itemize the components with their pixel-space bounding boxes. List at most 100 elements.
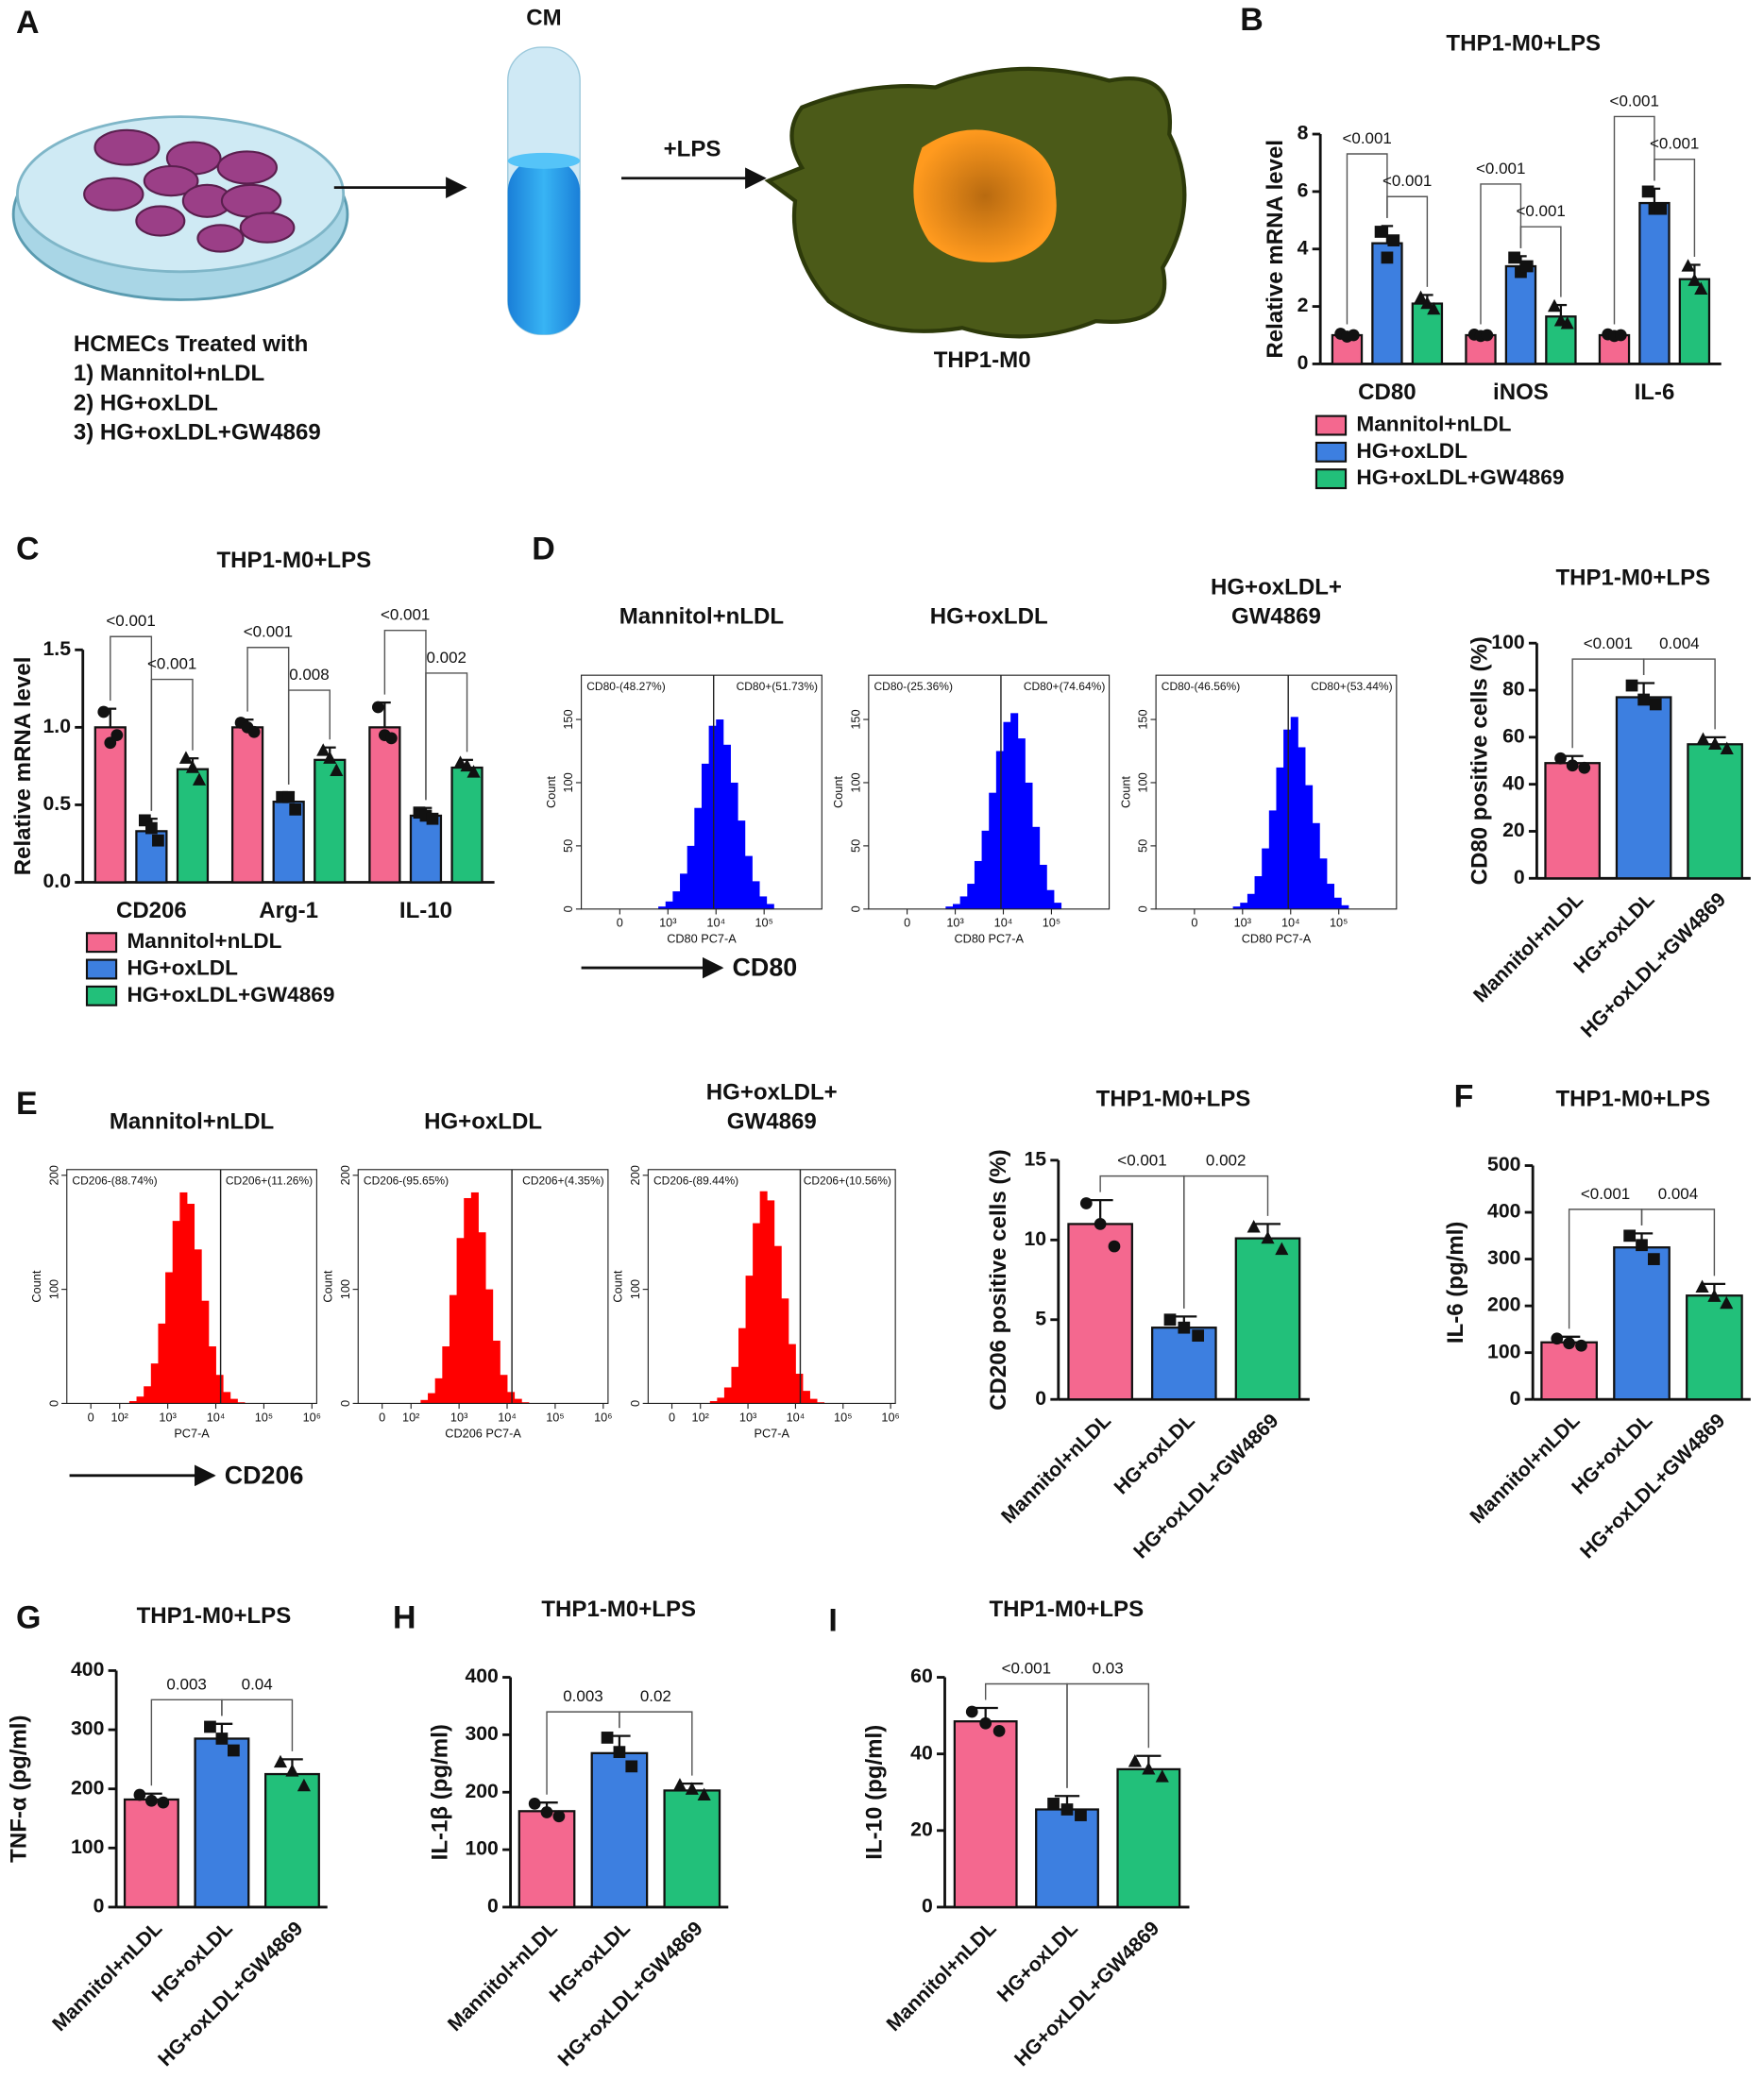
x-axis-label: CD80 PC7-A xyxy=(954,932,1024,946)
p-value: <0.001 xyxy=(1581,1185,1630,1203)
y-tick-label: 40 xyxy=(910,1742,933,1764)
data-point xyxy=(371,701,384,714)
y-tick-label: 10 xyxy=(1024,1228,1046,1250)
histogram-bar xyxy=(1290,717,1298,909)
x-tick-label: 10³ xyxy=(946,916,963,930)
chart-title: THP1-M0+LPS xyxy=(137,1603,292,1629)
y-tick-label: 40 xyxy=(1502,772,1525,794)
data-point xyxy=(1275,1242,1289,1256)
histogram-bar xyxy=(428,1393,436,1404)
data-point xyxy=(1142,1762,1156,1775)
data-point xyxy=(528,1798,541,1810)
y-tick-label: 300 xyxy=(71,1718,104,1740)
gate-label: CD206+(10.56%) xyxy=(804,1175,891,1188)
p-value: <0.001 xyxy=(1476,160,1525,177)
histogram-bar xyxy=(186,1204,195,1404)
x-tick-label: 10⁵ xyxy=(834,1410,852,1424)
histogram-bar xyxy=(788,1344,796,1404)
data-point xyxy=(145,1794,158,1807)
y-tick-label: 0 xyxy=(628,1400,642,1407)
histogram-bar xyxy=(781,1298,789,1404)
y-tick-label: 0 xyxy=(338,1400,352,1407)
data-point xyxy=(1381,251,1394,264)
data-point xyxy=(1520,260,1534,273)
bar xyxy=(1067,1223,1133,1401)
data-point xyxy=(152,834,164,847)
y-tick-label: 200 xyxy=(628,1165,642,1185)
histogram-bar xyxy=(738,1327,746,1404)
x-tick-label: 10⁶ xyxy=(303,1410,321,1424)
y-tick-label: 200 xyxy=(1487,1294,1520,1316)
tube-label: CM xyxy=(526,6,561,31)
x-tick-label: HG+oxLDL+GW4869 xyxy=(1010,1918,1163,2071)
x-tick-label: 10⁶ xyxy=(594,1410,612,1424)
histogram-bar xyxy=(478,1232,486,1404)
x-tick-label: Mannitol+nLDL xyxy=(997,1410,1115,1528)
p-value: <0.001 xyxy=(381,606,430,624)
histogram-bar xyxy=(1319,858,1328,909)
p-value: <0.001 xyxy=(1002,1659,1051,1677)
y-tick-label: 0 xyxy=(1510,1388,1521,1410)
bar xyxy=(663,1789,721,1909)
x-tick-label: 10² xyxy=(402,1410,419,1424)
y-axis-label: IL-1β (pg/ml) xyxy=(427,1724,452,1860)
caption: HCMECs Treated with xyxy=(74,331,309,357)
data-point xyxy=(1178,1321,1191,1334)
x-tick-label: 10⁴ xyxy=(1281,916,1300,930)
panel-label: A xyxy=(16,5,40,41)
significance-bracket xyxy=(150,678,194,811)
histogram-bar xyxy=(1003,721,1011,909)
significance-bracket xyxy=(1386,195,1429,287)
y-tick-label: 100 xyxy=(561,772,575,792)
y-tick-label: 100 xyxy=(848,772,862,792)
y-tick-label: 50 xyxy=(561,839,575,853)
significance-bracket xyxy=(1613,115,1655,325)
histogram-bar xyxy=(1017,738,1026,909)
data-point xyxy=(192,772,207,786)
bar xyxy=(590,1751,649,1909)
histogram-bar xyxy=(172,1221,180,1404)
data-point xyxy=(965,1705,978,1718)
chart-title: THP1-M0+LPS xyxy=(216,548,371,573)
y-tick-label: 400 xyxy=(465,1665,498,1687)
histogram-bar xyxy=(223,1392,231,1404)
histogram-bar xyxy=(745,1276,754,1404)
histogram-bar xyxy=(1254,876,1263,909)
histogram-bar xyxy=(1262,848,1270,909)
y-axis-label: TNF-α (pg/ml) xyxy=(7,1716,32,1863)
histogram-bar xyxy=(521,1402,530,1404)
data-point xyxy=(552,1810,566,1823)
x-tick-label: 10⁴ xyxy=(207,1410,226,1424)
plot-title: HG+oxLDL+ xyxy=(706,1079,838,1105)
histogram-bar xyxy=(717,1397,725,1404)
histogram-bar xyxy=(773,1245,782,1404)
x-tick-label: 0 xyxy=(904,916,910,930)
histogram-bar xyxy=(701,763,710,909)
data-point xyxy=(426,812,439,825)
histogram-bar xyxy=(194,1249,202,1404)
histogram-bar xyxy=(1232,906,1241,909)
x-tick-label: 10⁴ xyxy=(706,916,725,930)
x-tick-label: 10³ xyxy=(659,916,676,930)
p-value: <0.001 xyxy=(244,623,293,641)
histogram-bar xyxy=(237,1402,246,1404)
data-point xyxy=(1637,693,1651,706)
x-tick-label: 0 xyxy=(617,916,623,930)
bar xyxy=(123,1798,179,1909)
p-value: 0.03 xyxy=(1093,1659,1124,1677)
plot-frame xyxy=(1155,674,1398,910)
histogram-bar xyxy=(738,820,746,909)
p-value: 0.003 xyxy=(166,1675,206,1693)
data-point xyxy=(1649,698,1662,711)
y-tick-label: 200 xyxy=(465,1781,498,1802)
data-point xyxy=(1075,1809,1087,1821)
panel-label: I xyxy=(828,1602,837,1638)
data-point xyxy=(185,760,200,773)
histogram-bar xyxy=(434,1378,443,1404)
arrow-label: CD206 xyxy=(225,1461,304,1489)
x-tick-label: Mannitol+nLDL xyxy=(883,1918,1001,2036)
data-point xyxy=(1094,1218,1107,1230)
tube xyxy=(507,46,581,336)
data-point xyxy=(1648,1253,1660,1265)
significance-bracket xyxy=(1066,1682,1150,1788)
